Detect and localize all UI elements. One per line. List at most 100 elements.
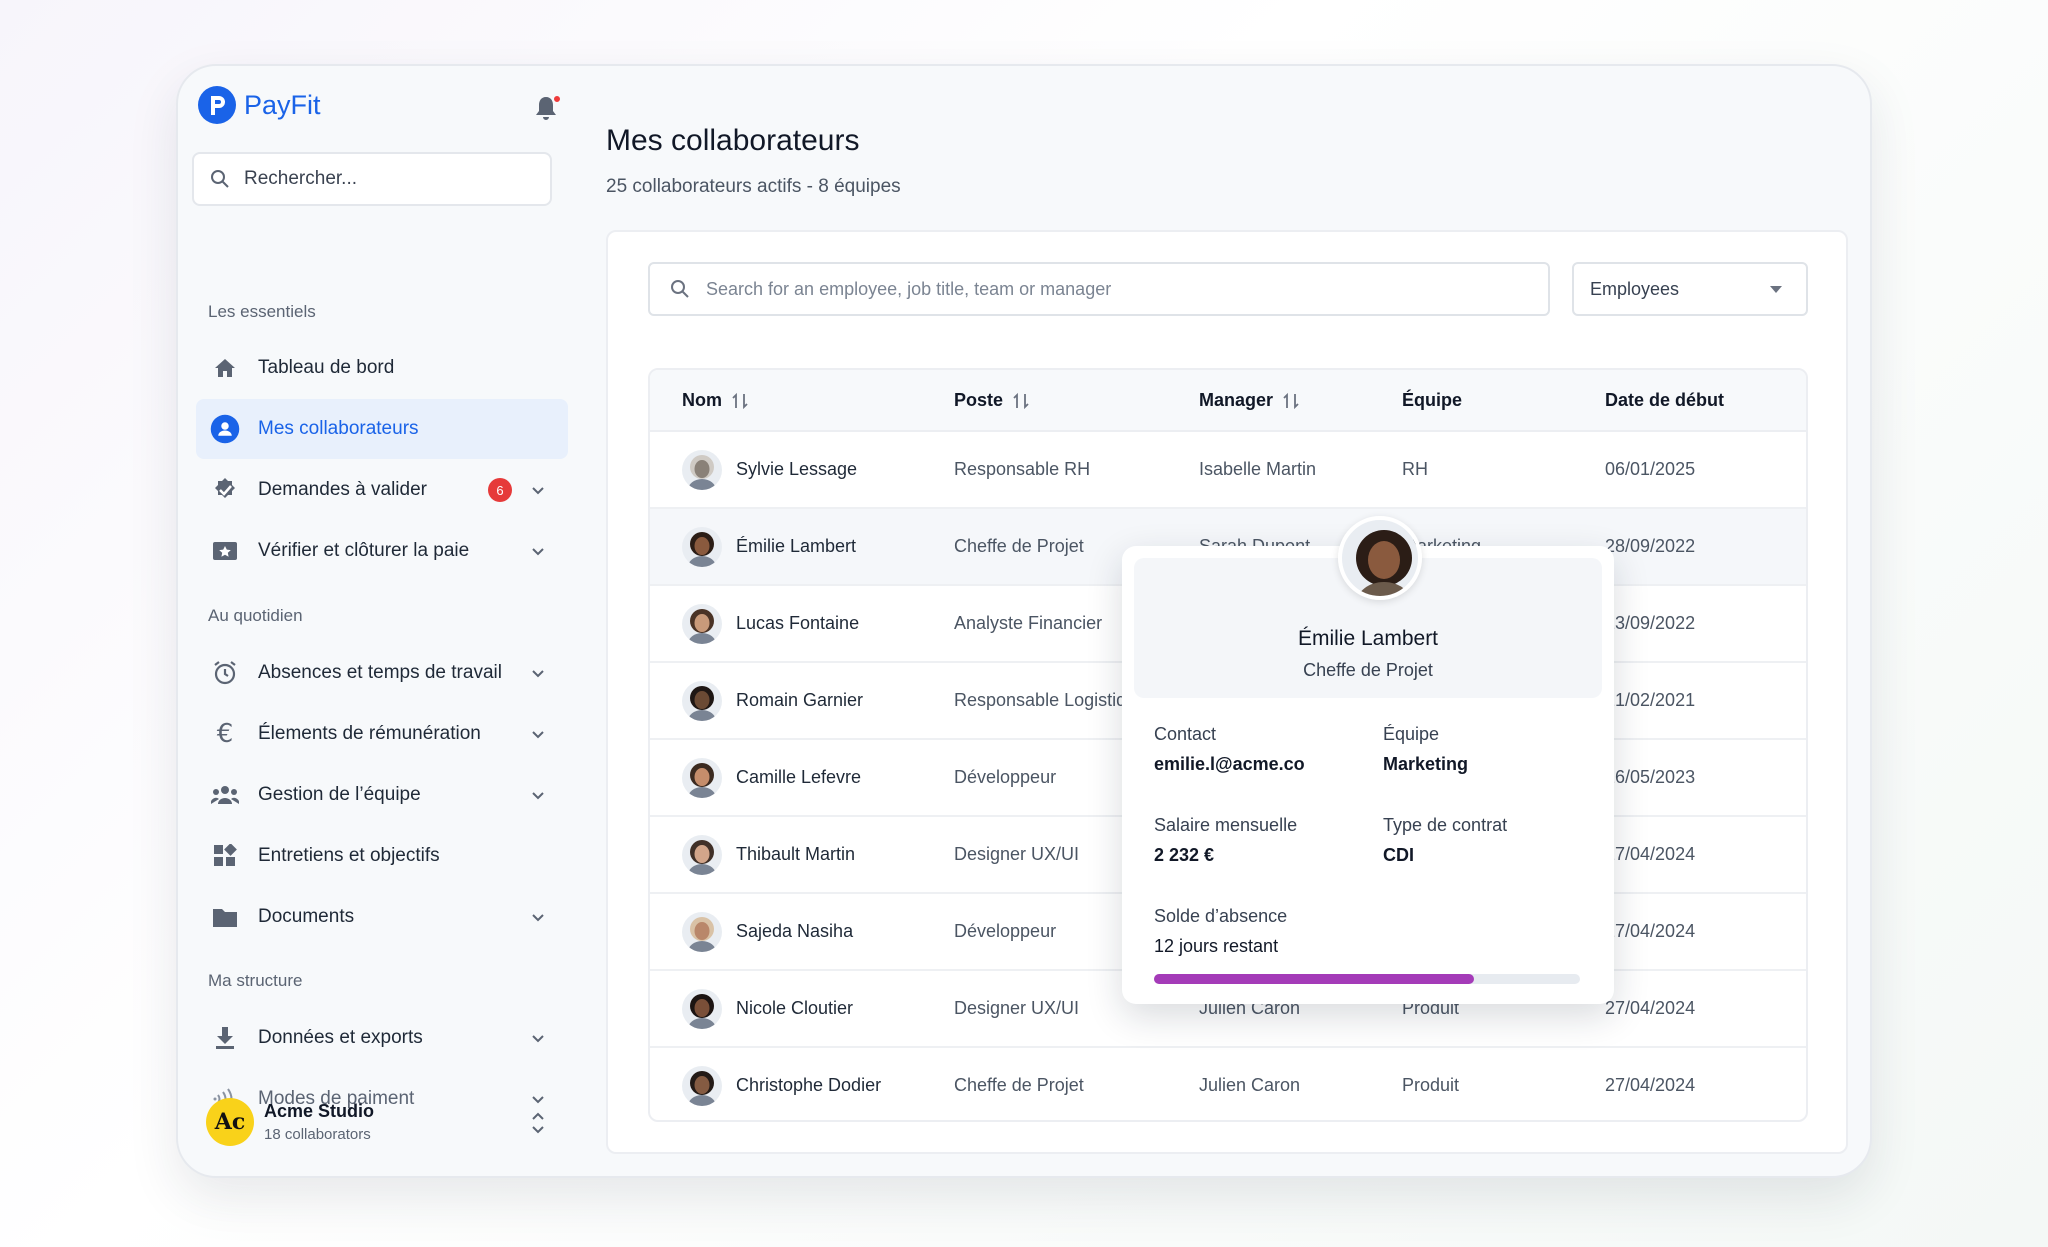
cell-nom: Thibault Martin xyxy=(736,844,856,864)
sort-icon[interactable] xyxy=(732,391,748,411)
section-label-essentials: Les essentiels xyxy=(208,302,316,321)
employee-type-select[interactable]: Employees xyxy=(1572,262,1808,316)
column-header-date[interactable]: Date de début xyxy=(1605,390,1724,411)
chevron-down-icon[interactable] xyxy=(530,909,546,925)
sidebar-item-payroll[interactable]: Vérifier et clôturer la paie xyxy=(196,521,568,581)
section-label-structure: Ma structure xyxy=(208,971,303,990)
sort-icon[interactable] xyxy=(1013,391,1029,411)
chevron-down-icon[interactable] xyxy=(530,543,546,559)
cell-poste: Responsable Logistique xyxy=(954,690,1147,710)
column-header-manager[interactable]: Manager xyxy=(1199,390,1299,411)
page-subtitle: 25 collaborateurs actifs - 8 équipes xyxy=(606,176,901,197)
select-value: Employees xyxy=(1590,278,1680,299)
employee-avatar xyxy=(682,604,722,644)
salary-label: Salaire mensuelle xyxy=(1154,815,1298,835)
sidebar-item-documents[interactable]: Documents xyxy=(196,887,568,947)
search-icon xyxy=(671,280,689,298)
company-name: Acme Studio xyxy=(264,1101,375,1121)
cell-nom: Sylvie Lessage xyxy=(736,459,858,479)
cell-nom: Émilie Lambert xyxy=(736,536,857,556)
chevron-down-icon[interactable] xyxy=(530,787,546,803)
column-header-nom[interactable]: Nom xyxy=(682,390,748,411)
employee-avatar xyxy=(682,450,722,490)
sort-icon[interactable] xyxy=(1283,391,1299,411)
sidebar-item-dashboard[interactable]: Tableau de bord xyxy=(196,338,568,398)
column-label: Nom xyxy=(682,390,722,410)
sidebar-item-label: Absences et temps de travail xyxy=(258,662,502,683)
cell-nom: Romain Garnier xyxy=(736,690,864,710)
contract-value: CDI xyxy=(1383,845,1414,865)
table-header: Nom Poste Manager Équipe Date de début xyxy=(650,370,1806,432)
cell-date: 21/02/2021 xyxy=(1605,690,1696,710)
download-icon xyxy=(210,1023,240,1053)
chevron-down-icon[interactable] xyxy=(530,1030,546,1046)
sidebar-item-label: Élements de rémunération xyxy=(258,723,481,744)
cell-equipe: RH xyxy=(1402,459,1428,479)
brand[interactable]: PayFit xyxy=(198,86,321,124)
sidebar-item-label: Données et exports xyxy=(258,1027,423,1048)
alarm-clock-icon xyxy=(210,658,240,688)
cell-date: 27/04/2024 xyxy=(1605,998,1696,1018)
check-badge-icon xyxy=(210,475,240,505)
team-value: Marketing xyxy=(1383,754,1469,774)
employee-avatar xyxy=(682,527,722,567)
requests-count-badge: 6 xyxy=(488,478,512,502)
cell-poste: Analyste Financier xyxy=(954,613,1103,633)
sidebar-item-exports[interactable]: Données et exports xyxy=(196,1008,568,1068)
notification-bell-icon[interactable] xyxy=(534,94,562,124)
chevron-down-icon[interactable] xyxy=(530,1091,546,1107)
employee-avatar xyxy=(682,989,722,1029)
salary-value: 2 232 € xyxy=(1154,845,1215,865)
sidebar-item-label: Entretiens et objectifs xyxy=(258,845,440,866)
cell-poste: Responsable RH xyxy=(954,459,1091,479)
cell-nom: Lucas Fontaine xyxy=(736,613,860,633)
company-switcher[interactable]: Ac Acme Studio 18 collaborators xyxy=(206,1098,374,1146)
company-collaborators-count: 18 collaborators xyxy=(264,1126,371,1143)
employee-avatar xyxy=(682,681,722,721)
chevron-up-down-icon[interactable] xyxy=(530,1110,546,1136)
contact-email[interactable]: emilie.l@acme.co xyxy=(1154,754,1305,774)
cell-date: 26/05/2023 xyxy=(1605,767,1696,787)
sidebar-search-input[interactable]: Rechercher... xyxy=(192,152,552,206)
employee-search-input[interactable]: Search for an employee, job title, team … xyxy=(648,262,1550,316)
absence-value: 12 jours restant xyxy=(1154,936,1279,956)
sidebar-item-collaborators[interactable]: Mes collaborateurs xyxy=(196,399,568,459)
sidebar-item-team[interactable]: Gestion de l’équipe xyxy=(196,765,568,825)
hover-card-name: Émilie Lambert xyxy=(1297,627,1439,650)
column-header-equipe[interactable]: Équipe xyxy=(1402,390,1462,411)
cell-poste: Développeur xyxy=(954,767,1057,787)
chevron-down-icon[interactable] xyxy=(530,665,546,681)
cell-poste: Cheffe de Projet xyxy=(954,1075,1084,1095)
notification-dot xyxy=(552,94,562,104)
user-circle-icon xyxy=(210,414,240,444)
app-window: PayFit Rechercher... Les essentiels Tabl… xyxy=(176,64,1872,1178)
chevron-down-icon[interactable] xyxy=(530,726,546,742)
chevron-down-icon[interactable] xyxy=(530,482,546,498)
cell-date: 06/01/2025 xyxy=(1605,459,1696,479)
cell-nom: Sajeda Nasiha xyxy=(736,921,854,941)
employee-avatar xyxy=(682,1066,722,1106)
caret-down-icon xyxy=(1770,286,1782,293)
cell-date: 27/04/2024 xyxy=(1605,1075,1696,1095)
absence-progress-track xyxy=(1154,974,1580,984)
contract-label: Type de contrat xyxy=(1383,815,1508,835)
column-header-poste[interactable]: Poste xyxy=(954,390,1029,411)
column-label: Manager xyxy=(1199,390,1274,410)
sidebar-item-reviews[interactable]: Entretiens et objectifs xyxy=(196,826,568,886)
sidebar-item-requests[interactable]: Demandes à valider 6 xyxy=(196,460,568,520)
cell-poste: Designer UX/UI xyxy=(954,844,1080,864)
table-row[interactable]: Sylvie Lessage Responsable RH Isabelle Mar… xyxy=(650,432,1806,509)
cell-manager: Isabelle Martin xyxy=(1199,459,1317,479)
absence-label: Solde d’absence xyxy=(1154,906,1288,926)
sidebar-item-label: Documents xyxy=(258,906,355,927)
sidebar-item-absences[interactable]: Absences et temps de travail xyxy=(196,643,568,703)
table-row[interactable]: Christophe Dodier Cheffe de Projet Julien … xyxy=(650,1048,1806,1120)
sidebar-item-compensation[interactable]: € Élements de rémunération xyxy=(196,704,568,764)
cell-nom: Camille Lefevre xyxy=(736,767,862,787)
cell-date: 28/09/2022 xyxy=(1605,536,1696,556)
sidebar: PayFit Rechercher... Les essentiels Tabl… xyxy=(178,66,578,1176)
cell-date: 13/09/2022 xyxy=(1605,613,1696,633)
employee-avatar xyxy=(1338,516,1422,600)
section-label-daily: Au quotidien xyxy=(208,606,303,625)
employee-avatar xyxy=(682,835,722,875)
